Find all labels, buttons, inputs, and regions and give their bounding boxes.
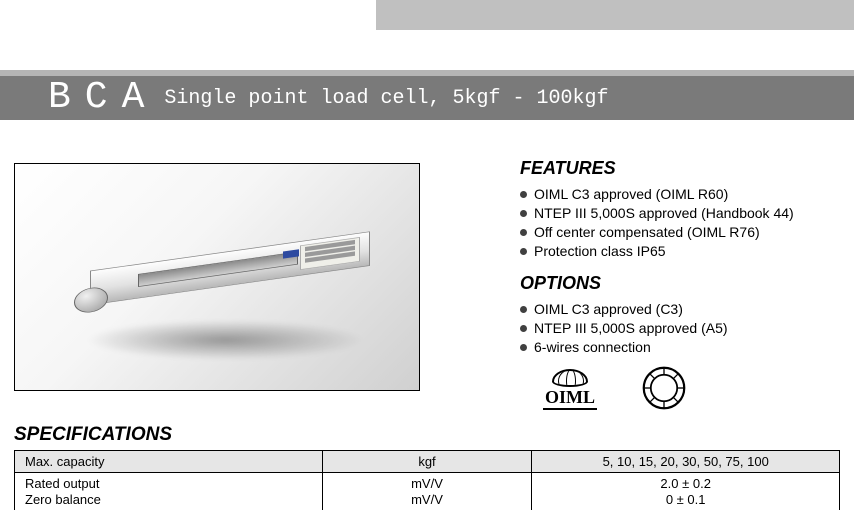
- oiml-text: OIML: [545, 387, 595, 408]
- option-item: 6-wires connection: [520, 338, 840, 357]
- features-heading: FEATURES: [520, 158, 840, 179]
- feature-item: Protection class IP65: [520, 242, 840, 261]
- top-gray-band: [376, 0, 854, 30]
- specifications-heading: SPECIFICATIONS: [14, 424, 172, 446]
- spec-line: 2.0 ± 0.2: [660, 476, 711, 491]
- feature-item: NTEP III 5,000S approved (Handbook 44): [520, 204, 840, 223]
- options-heading: OPTIONS: [520, 273, 840, 294]
- title-bar: BCA Single point load cell, 5kgf - 100kg…: [0, 76, 854, 120]
- spec-line: Rated output: [25, 476, 99, 491]
- table-row: Max. capacity kgf 5, 10, 15, 20, 30, 50,…: [15, 451, 840, 473]
- globe-icon: [552, 369, 588, 387]
- spec-cell: 2.0 ± 0.2 0 ± 0.1: [532, 473, 840, 510]
- spec-cell: mV/V mV/V: [322, 473, 532, 510]
- product-code: BCA: [48, 76, 158, 120]
- spec-line: mV/V: [411, 492, 443, 507]
- option-item: OIML C3 approved (C3): [520, 300, 840, 319]
- specifications-table: Max. capacity kgf 5, 10, 15, 20, 30, 50,…: [14, 450, 840, 510]
- ntep-logo-icon: [642, 366, 686, 415]
- option-item: NTEP III 5,000S approved (A5): [520, 319, 840, 338]
- oiml-underline: [543, 408, 597, 410]
- table-row: Rated output Zero balance mV/V mV/V 2.0 …: [15, 473, 840, 510]
- options-list: OIML C3 approved (C3) NTEP III 5,000S ap…: [520, 300, 840, 357]
- spec-cell: kgf: [322, 451, 532, 473]
- spec-line: mV/V: [411, 476, 443, 491]
- photo-shadow: [85, 320, 365, 360]
- product-photo: NTEP: [14, 163, 420, 391]
- spec-cell: Rated output Zero balance: [15, 473, 323, 510]
- spec-cell: Max. capacity: [15, 451, 323, 473]
- spec-line: 0 ± 0.1: [666, 492, 706, 507]
- features-list: OIML C3 approved (OIML R60) NTEP III 5,0…: [520, 185, 840, 261]
- certification-logos: OIML: [534, 366, 686, 415]
- feature-item: Off center compensated (OIML R76): [520, 223, 840, 242]
- page-root: BCA Single point load cell, 5kgf - 100kg…: [0, 0, 854, 510]
- oiml-logo-icon: OIML: [534, 369, 606, 413]
- product-subtitle: Single point load cell, 5kgf - 100kgf: [164, 77, 608, 121]
- spec-line: Zero balance: [25, 492, 101, 507]
- spec-cell: 5, 10, 15, 20, 30, 50, 75, 100: [532, 451, 840, 473]
- right-column: FEATURES OIML C3 approved (OIML R60) NTE…: [520, 158, 840, 369]
- feature-item: OIML C3 approved (OIML R60): [520, 185, 840, 204]
